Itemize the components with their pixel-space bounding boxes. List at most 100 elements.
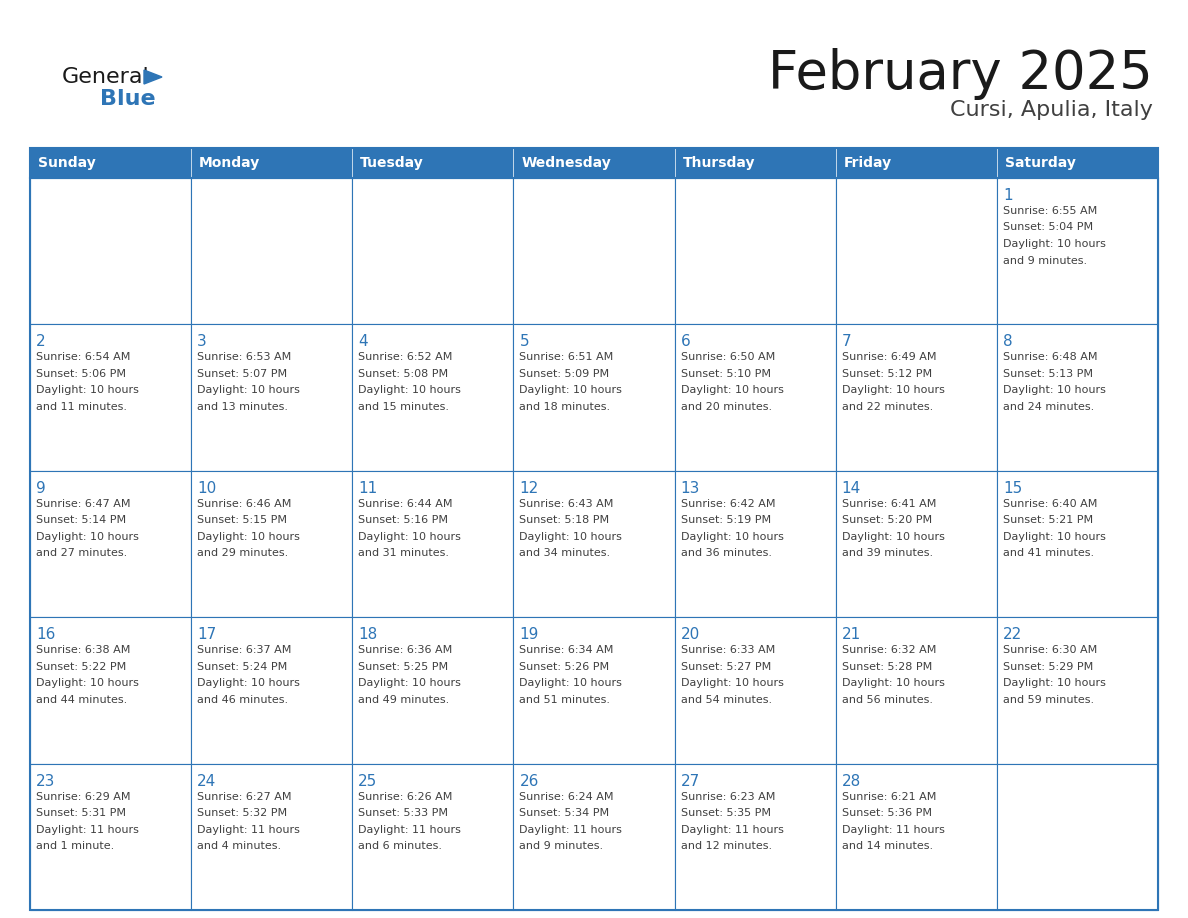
Text: Sunset: 5:25 PM: Sunset: 5:25 PM — [359, 662, 448, 672]
Bar — [675, 178, 835, 324]
Bar — [353, 471, 513, 617]
Text: Sunrise: 6:36 AM: Sunrise: 6:36 AM — [359, 645, 453, 655]
Text: Daylight: 10 hours: Daylight: 10 hours — [359, 678, 461, 688]
Text: Sunset: 5:35 PM: Sunset: 5:35 PM — [681, 808, 771, 818]
Text: and 14 minutes.: and 14 minutes. — [842, 841, 933, 851]
Text: and 29 minutes.: and 29 minutes. — [197, 548, 289, 558]
Bar — [997, 764, 1158, 910]
Text: Sunrise: 6:50 AM: Sunrise: 6:50 AM — [681, 353, 775, 363]
Bar — [30, 617, 191, 764]
Text: and 18 minutes.: and 18 minutes. — [519, 402, 611, 412]
Text: Sunrise: 6:26 AM: Sunrise: 6:26 AM — [359, 791, 453, 801]
Bar — [997, 178, 1158, 324]
Text: 16: 16 — [36, 627, 56, 643]
Text: Daylight: 10 hours: Daylight: 10 hours — [1003, 239, 1106, 249]
Text: Sunset: 5:20 PM: Sunset: 5:20 PM — [842, 515, 931, 525]
Text: 26: 26 — [519, 774, 539, 789]
Bar — [353, 764, 513, 910]
Text: Daylight: 10 hours: Daylight: 10 hours — [842, 678, 944, 688]
Text: 28: 28 — [842, 774, 861, 789]
Text: and 59 minutes.: and 59 minutes. — [1003, 695, 1094, 705]
Bar — [675, 324, 835, 471]
Bar — [191, 178, 353, 324]
Text: Sunrise: 6:21 AM: Sunrise: 6:21 AM — [842, 791, 936, 801]
Text: 11: 11 — [359, 481, 378, 496]
Text: and 11 minutes.: and 11 minutes. — [36, 402, 127, 412]
Text: and 41 minutes.: and 41 minutes. — [1003, 548, 1094, 558]
Text: and 39 minutes.: and 39 minutes. — [842, 548, 933, 558]
Text: 9: 9 — [36, 481, 46, 496]
Polygon shape — [144, 70, 162, 84]
Text: Sunset: 5:10 PM: Sunset: 5:10 PM — [681, 369, 771, 379]
Text: 20: 20 — [681, 627, 700, 643]
Text: 10: 10 — [197, 481, 216, 496]
Text: Sunset: 5:33 PM: Sunset: 5:33 PM — [359, 808, 448, 818]
Text: Daylight: 10 hours: Daylight: 10 hours — [842, 386, 944, 396]
Text: and 34 minutes.: and 34 minutes. — [519, 548, 611, 558]
Bar — [835, 324, 997, 471]
Text: 1: 1 — [1003, 188, 1012, 203]
Text: and 54 minutes.: and 54 minutes. — [681, 695, 772, 705]
Text: Daylight: 10 hours: Daylight: 10 hours — [197, 532, 301, 542]
Text: Daylight: 10 hours: Daylight: 10 hours — [359, 386, 461, 396]
Text: Sunrise: 6:46 AM: Sunrise: 6:46 AM — [197, 498, 291, 509]
Text: 7: 7 — [842, 334, 852, 350]
Text: and 22 minutes.: and 22 minutes. — [842, 402, 933, 412]
Bar — [835, 178, 997, 324]
Text: Daylight: 10 hours: Daylight: 10 hours — [681, 386, 783, 396]
Text: Daylight: 11 hours: Daylight: 11 hours — [842, 824, 944, 834]
Bar — [997, 617, 1158, 764]
Text: Daylight: 10 hours: Daylight: 10 hours — [519, 386, 623, 396]
Bar — [191, 617, 353, 764]
Bar — [675, 617, 835, 764]
Text: 17: 17 — [197, 627, 216, 643]
Text: Daylight: 10 hours: Daylight: 10 hours — [1003, 386, 1106, 396]
Bar — [30, 471, 191, 617]
Text: Sunrise: 6:30 AM: Sunrise: 6:30 AM — [1003, 645, 1097, 655]
Text: and 51 minutes.: and 51 minutes. — [519, 695, 611, 705]
Text: Sunset: 5:18 PM: Sunset: 5:18 PM — [519, 515, 609, 525]
Text: Sunday: Sunday — [38, 156, 96, 170]
Bar — [191, 471, 353, 617]
Text: Sunrise: 6:47 AM: Sunrise: 6:47 AM — [36, 498, 131, 509]
Text: Sunset: 5:14 PM: Sunset: 5:14 PM — [36, 515, 126, 525]
Text: Sunrise: 6:44 AM: Sunrise: 6:44 AM — [359, 498, 453, 509]
Text: Sunset: 5:15 PM: Sunset: 5:15 PM — [197, 515, 287, 525]
Bar — [513, 324, 675, 471]
Text: 6: 6 — [681, 334, 690, 350]
Text: and 31 minutes.: and 31 minutes. — [359, 548, 449, 558]
Text: 5: 5 — [519, 334, 529, 350]
Text: Daylight: 10 hours: Daylight: 10 hours — [842, 532, 944, 542]
Text: and 1 minute.: and 1 minute. — [36, 841, 114, 851]
Text: Sunset: 5:04 PM: Sunset: 5:04 PM — [1003, 222, 1093, 232]
Text: Daylight: 10 hours: Daylight: 10 hours — [36, 678, 139, 688]
Text: 25: 25 — [359, 774, 378, 789]
Text: 24: 24 — [197, 774, 216, 789]
Text: Sunset: 5:19 PM: Sunset: 5:19 PM — [681, 515, 771, 525]
Text: Sunset: 5:36 PM: Sunset: 5:36 PM — [842, 808, 931, 818]
Bar — [835, 471, 997, 617]
Text: Daylight: 10 hours: Daylight: 10 hours — [359, 532, 461, 542]
Text: 2: 2 — [36, 334, 45, 350]
Bar — [835, 617, 997, 764]
Text: Sunrise: 6:27 AM: Sunrise: 6:27 AM — [197, 791, 291, 801]
Bar — [513, 178, 675, 324]
Text: and 24 minutes.: and 24 minutes. — [1003, 402, 1094, 412]
Text: and 4 minutes.: and 4 minutes. — [197, 841, 282, 851]
Bar — [30, 764, 191, 910]
Text: Daylight: 10 hours: Daylight: 10 hours — [36, 386, 139, 396]
Text: Daylight: 10 hours: Daylight: 10 hours — [1003, 532, 1106, 542]
Text: 12: 12 — [519, 481, 538, 496]
Text: Daylight: 10 hours: Daylight: 10 hours — [197, 678, 301, 688]
Text: Sunrise: 6:43 AM: Sunrise: 6:43 AM — [519, 498, 614, 509]
Text: 22: 22 — [1003, 627, 1022, 643]
Text: Daylight: 11 hours: Daylight: 11 hours — [36, 824, 139, 834]
Text: Thursday: Thursday — [683, 156, 756, 170]
Text: Sunset: 5:34 PM: Sunset: 5:34 PM — [519, 808, 609, 818]
Text: February 2025: February 2025 — [769, 48, 1154, 100]
Text: and 9 minutes.: and 9 minutes. — [1003, 255, 1087, 265]
Text: and 44 minutes.: and 44 minutes. — [36, 695, 127, 705]
Text: Sunrise: 6:33 AM: Sunrise: 6:33 AM — [681, 645, 775, 655]
Text: and 20 minutes.: and 20 minutes. — [681, 402, 772, 412]
Text: Daylight: 11 hours: Daylight: 11 hours — [197, 824, 301, 834]
